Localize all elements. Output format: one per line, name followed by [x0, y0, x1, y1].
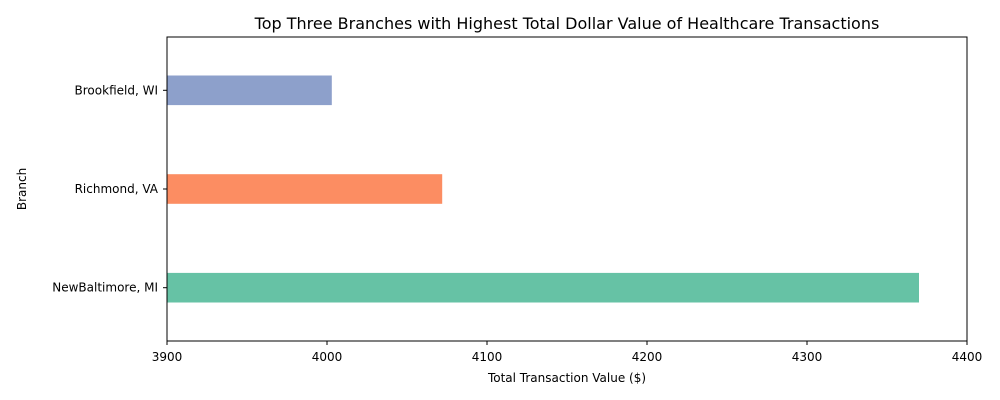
y-tick-label: NewBaltimore, MI: [52, 281, 158, 295]
x-axis-ticks: 3900 4000 4100 4200 4300 4400: [152, 341, 983, 364]
plot-frame: [166, 36, 968, 342]
bar-newbaltimore-mi: [167, 272, 919, 303]
bar-brookfield-wi: [167, 75, 332, 106]
x-tick-label: 4200: [632, 350, 663, 364]
y-tick-label: Richmond, VA: [75, 182, 159, 196]
bar-richmond-va: [167, 174, 443, 204]
x-axis-label: Total Transaction Value ($): [487, 371, 646, 385]
x-tick-label: 3900: [152, 350, 183, 364]
chart-title: Top Three Branches with Highest Total Do…: [254, 14, 880, 33]
y-axis-label: Branch: [15, 168, 29, 210]
x-tick-label: 4100: [472, 350, 503, 364]
x-tick-label: 4400: [952, 350, 983, 364]
y-axis-ticks: NewBaltimore, MI Richmond, VA Brookfield, …: [52, 83, 167, 295]
bars-group: [167, 75, 919, 303]
x-tick-label: 4000: [312, 350, 343, 364]
x-tick-label: 4300: [792, 350, 823, 364]
y-tick-label: Brookfield, WI: [75, 83, 158, 97]
